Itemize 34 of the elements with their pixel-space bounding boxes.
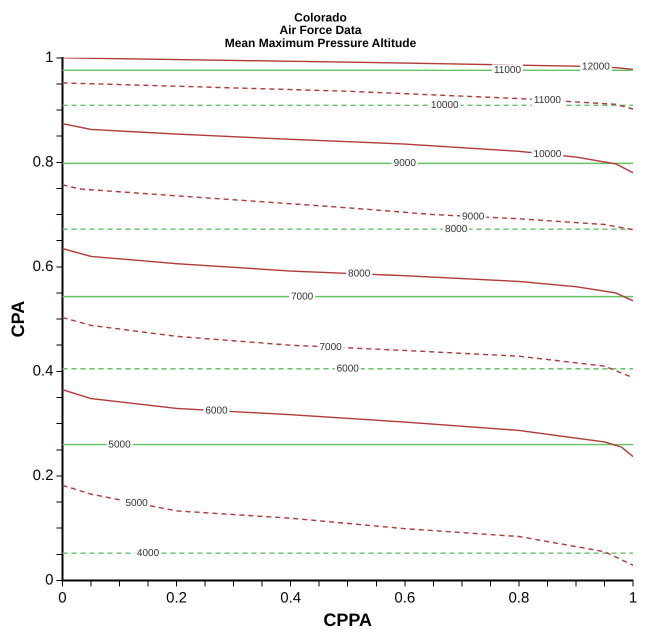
x-tick-label: 0.4 [280, 590, 302, 607]
series-label: 7000 [319, 342, 342, 353]
series-label: 4000 [136, 548, 160, 559]
series-label: 10000 [430, 100, 460, 112]
series-label: 5000 [108, 439, 132, 450]
chart-title: Colorado Air Force Data Mean Maximum Pressure Altitude [224, 10, 417, 50]
series-label: 10000 [534, 148, 562, 160]
series-label: 6000 [205, 405, 228, 416]
x-tick-label: 1 [628, 590, 638, 607]
x-tick-label: 0.6 [394, 590, 416, 607]
series-label: 8000 [348, 268, 371, 280]
y-tick-label: 0.4 [32, 362, 54, 380]
series-label: 9000 [462, 211, 485, 222]
y-tick-label: 0.6 [32, 258, 54, 275]
x-axis-title: CPPA [323, 610, 372, 630]
series-label: 9000 [394, 158, 416, 170]
y-tick-label: 0.8 [32, 153, 54, 170]
x-tick-label: 0.2 [166, 590, 187, 607]
series-label: 11000 [534, 95, 562, 106]
x-tick-label: 0.8 [508, 590, 530, 607]
x-tick-label: 0 [58, 590, 67, 607]
series-label: 12000 [582, 62, 610, 73]
y-tick-label: 0 [45, 572, 54, 589]
series-label: 11000 [494, 65, 522, 76]
line-series [62, 484, 633, 566]
series-label: 8000 [445, 224, 468, 235]
y-tick-label: 1 [45, 48, 54, 66]
line-series [62, 184, 633, 230]
series-label: 7000 [290, 291, 314, 302]
line-series [62, 82, 633, 110]
series-label: 6000 [336, 363, 360, 374]
y-tick-label: 0.2 [32, 467, 54, 484]
y-axis-title: CPA [8, 300, 28, 338]
series-label: 5000 [126, 498, 148, 509]
